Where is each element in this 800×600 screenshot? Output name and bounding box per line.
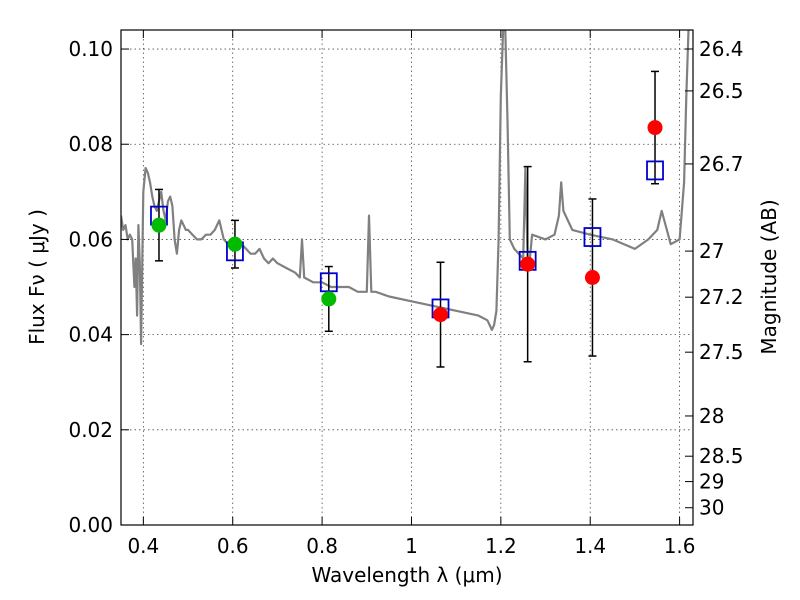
observed-circle-point xyxy=(321,291,337,307)
x-tick-label: 1 xyxy=(405,534,418,558)
y2-tick-label: 26.7 xyxy=(699,152,744,176)
observed-circle-point xyxy=(433,307,449,323)
y-tick-label: 0.02 xyxy=(68,418,113,442)
y2-tick-label: 27.2 xyxy=(699,285,744,309)
y-tick-label: 0.04 xyxy=(68,323,113,347)
y2-tick-label: 28 xyxy=(699,404,724,428)
y2-tick-label: 27.5 xyxy=(699,340,744,364)
y-tick-label: 0.06 xyxy=(68,227,113,251)
x-tick-label: 1.4 xyxy=(574,534,606,558)
y-tick-label: 0.08 xyxy=(68,132,113,156)
x-tick-label: 0.8 xyxy=(306,534,338,558)
y2-tick-label: 27 xyxy=(699,239,724,263)
y2-tick-label: 30 xyxy=(699,496,724,520)
x-axis: 0.4 0.6 0.8 1 1.2 1.4 1.6 xyxy=(127,30,696,558)
grid xyxy=(121,30,693,526)
observed-circle-point xyxy=(227,236,243,252)
x-tick-label: 1.6 xyxy=(664,534,696,558)
y-tick-label: 0.00 xyxy=(68,513,113,537)
x-tick-label: 1.2 xyxy=(485,534,517,558)
observed-circle-point xyxy=(151,217,167,233)
observed-circle-point xyxy=(520,256,536,272)
x-axis-title: Wavelength λ (μm) xyxy=(311,563,502,587)
y2-tick-label: 26.4 xyxy=(699,37,744,61)
observed-circle-point xyxy=(584,270,600,285)
y-axis-title: Flux Fν ( μJy ) xyxy=(25,209,49,345)
y2-tick-label: 28.5 xyxy=(699,444,744,468)
y2-tick-label: 26.5 xyxy=(699,79,744,103)
y-axis: 0.00 0.02 0.04 0.06 0.08 0.10 xyxy=(68,37,129,537)
model-square-point xyxy=(583,227,602,247)
plot-frame xyxy=(120,29,694,526)
plot-area xyxy=(121,30,690,368)
model-square-point xyxy=(646,160,664,181)
y2-tick-label: 29 xyxy=(699,470,724,494)
spectrum-line xyxy=(121,30,690,346)
observed-circle-point xyxy=(647,120,663,136)
y2-axis-title: Magnitude (AB) xyxy=(757,199,781,354)
x-tick-label: 0.6 xyxy=(217,534,249,558)
model-square-point xyxy=(319,272,338,293)
y-tick-label: 0.10 xyxy=(68,37,113,61)
x-tick-label: 0.4 xyxy=(127,534,159,558)
